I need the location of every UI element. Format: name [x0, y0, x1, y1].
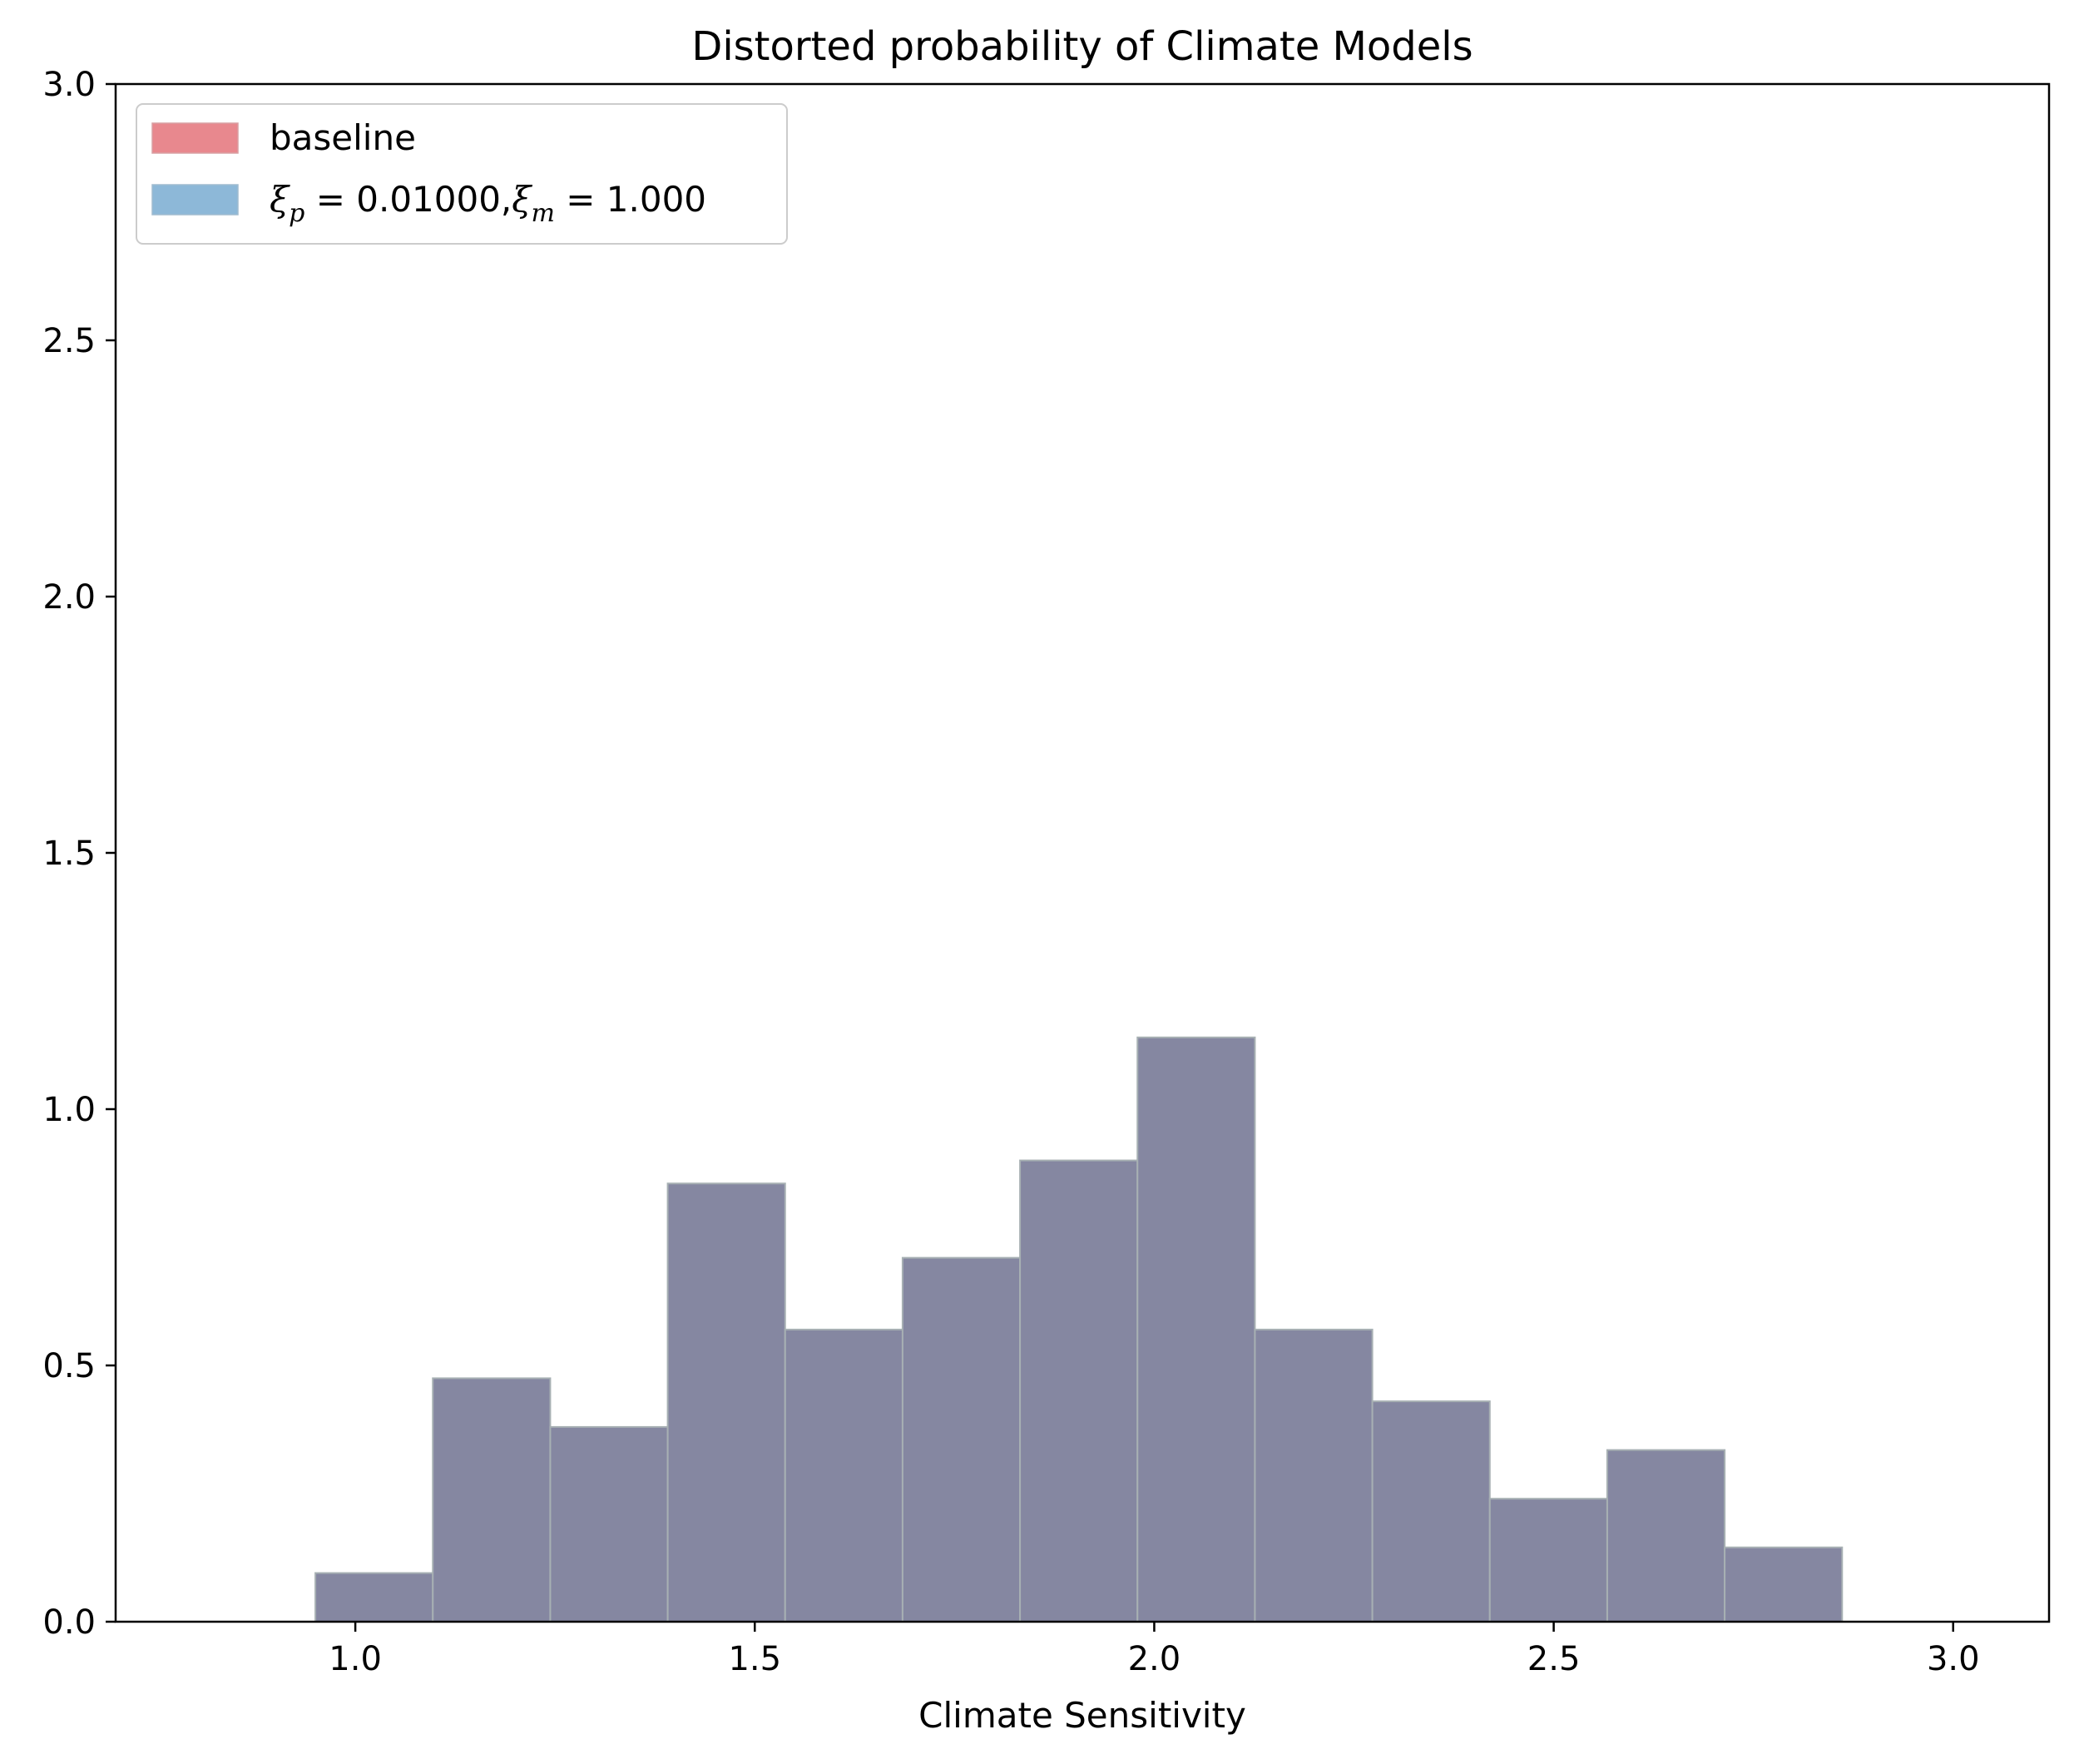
- histogram-bar: [1136, 1036, 1256, 1623]
- chart-title: Distorted probability of Climate Models: [691, 23, 1473, 70]
- x-axis-ticks: 1.0 1.5 2.0 2.5 3.0: [329, 1622, 1980, 1678]
- histogram-bar: [784, 1328, 903, 1623]
- xi-p-value: = 0.01000,: [304, 179, 512, 220]
- y-tick-label: 2.5: [42, 322, 96, 360]
- legend-swatch-distorted: [151, 184, 239, 216]
- xi-m-value: = 1.000: [555, 179, 706, 220]
- y-tick-label: 2.0: [42, 578, 96, 617]
- y-tick-label: 1.5: [42, 835, 96, 873]
- histogram-bar: [1254, 1328, 1374, 1623]
- histogram-bars: [314, 1036, 1844, 1623]
- xi-m-subscript: m: [531, 199, 554, 228]
- histogram-bar: [1019, 1159, 1139, 1623]
- legend-label-distorted: ξp = 0.01000,ξm = 1.000: [270, 179, 706, 228]
- x-axis-title: Climate Sensitivity: [918, 1695, 1246, 1736]
- y-tick-label: 1.0: [42, 1091, 96, 1129]
- histogram-bar: [901, 1256, 1022, 1623]
- legend-label-baseline: baseline: [270, 117, 416, 158]
- histogram-bar: [1488, 1498, 1608, 1623]
- x-tick-label: 3.0: [1927, 1640, 1980, 1678]
- histogram-bar: [1606, 1449, 1726, 1623]
- legend: baseline ξp = 0.01000,ξm = 1.000: [136, 103, 788, 245]
- histogram-bar: [1371, 1400, 1491, 1623]
- histogram-bar: [549, 1425, 669, 1623]
- y-axis-ticks: 0.0 0.5 1.0 1.5 2.0 2.5 3.0: [42, 66, 116, 1642]
- y-tick-label: 0.0: [42, 1603, 96, 1642]
- histogram-bar: [314, 1572, 434, 1623]
- xi-p-subscript: p: [289, 199, 304, 228]
- legend-swatch-baseline: [151, 122, 239, 154]
- histogram-bar: [432, 1377, 552, 1623]
- y-tick-label: 3.0: [42, 66, 96, 104]
- x-tick-label: 1.0: [329, 1640, 382, 1678]
- y-tick-label: 0.5: [42, 1347, 96, 1385]
- x-tick-label: 2.0: [1128, 1640, 1181, 1678]
- x-tick-label: 1.5: [728, 1640, 781, 1678]
- legend-box: [136, 103, 788, 245]
- histogram-bar: [666, 1182, 786, 1623]
- x-tick-label: 2.5: [1527, 1640, 1581, 1678]
- xi-p-symbol: ξ: [270, 179, 290, 220]
- xi-m-symbol: ξ: [512, 179, 532, 220]
- histogram-bar: [1724, 1546, 1844, 1623]
